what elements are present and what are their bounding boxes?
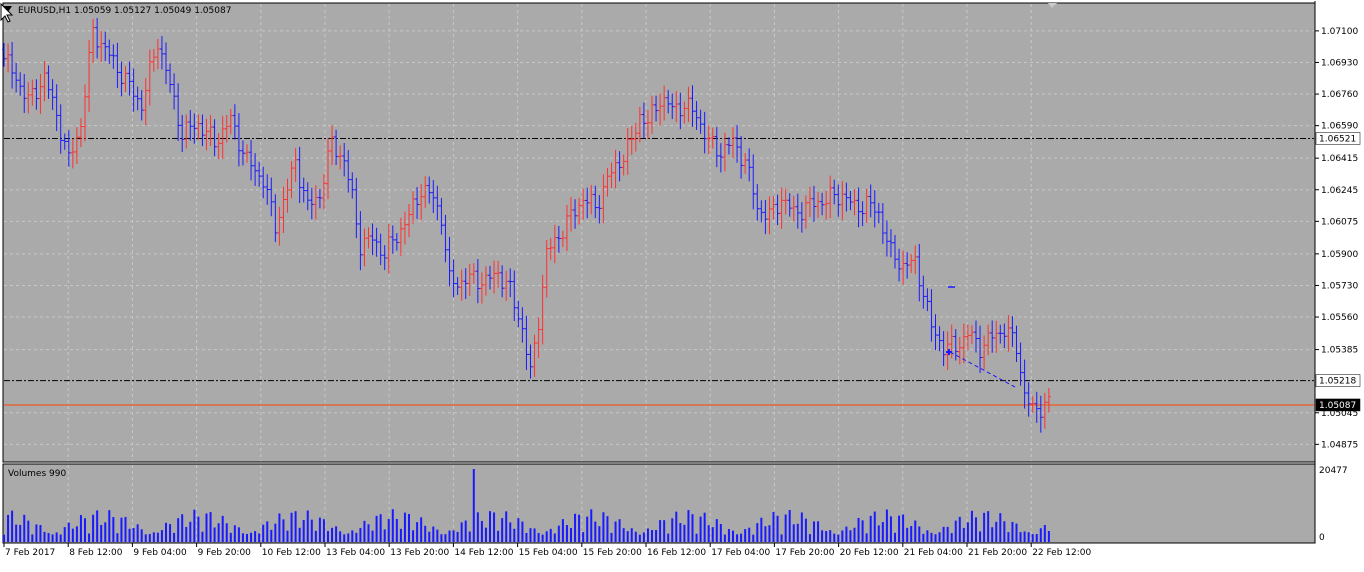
- x-tick-label: 7 Feb 2017: [5, 548, 55, 558]
- ohlc-bars: [2, 17, 1051, 433]
- x-tick-label: 21 Feb 04:00: [904, 548, 963, 558]
- volume-bars: [3, 469, 1050, 542]
- y-tick-label: 1.05045: [1321, 409, 1358, 419]
- symbol-header: EURUSD,H1 1.05059 1.05127 1.05049 1.0508…: [18, 6, 231, 16]
- y-tick-label: 1.06245: [1321, 186, 1358, 196]
- x-tick-label: 16 Feb 12:00: [647, 548, 706, 558]
- x-tick-label: 15 Feb 20:00: [583, 548, 642, 558]
- grid: [4, 4, 1314, 542]
- y-tick-label: 1.05900: [1321, 250, 1358, 260]
- volumes-header: Volumes 990: [8, 469, 66, 479]
- volume-tick-label: 20477: [1319, 466, 1348, 476]
- x-tick-label: 15 Feb 04:00: [519, 548, 578, 558]
- x-tick-label: 21 Feb 20:00: [968, 548, 1027, 558]
- price-axis: 1.07100 1.06930 1.06760 1.06590 1.06415 1.062…: [1314, 1, 1358, 543]
- y-tick-label: 1.06930: [1321, 58, 1358, 68]
- y-tick-label: 1.05560: [1321, 313, 1358, 323]
- y-tick-label: 1.06075: [1321, 217, 1358, 227]
- price-label-text: 1.06521: [1319, 134, 1356, 144]
- x-tick-label: 10 Feb 12:00: [262, 548, 321, 558]
- x-tick-label: 17 Feb 20:00: [775, 548, 834, 558]
- x-tick-label: 8 Feb 12:00: [69, 548, 123, 558]
- y-tick-label: 1.06590: [1321, 122, 1358, 132]
- x-tick-label: 14 Feb 12:00: [454, 548, 513, 558]
- time-axis: 7 Feb 2017 8 Feb 12:00 9 Feb 04:00 9 Feb 20…: [3, 543, 1092, 558]
- price-label-box: [1315, 132, 1361, 145]
- x-tick-label: 9 Feb 20:00: [198, 548, 252, 558]
- price-label-box: [1315, 374, 1361, 387]
- x-tick-label: 13 Feb 04:00: [326, 548, 385, 558]
- symbol-dropdown-icon[interactable]: [4, 6, 12, 12]
- y-tick-label: 1.07100: [1321, 27, 1358, 37]
- price-label-text: 1.05218: [1319, 377, 1356, 387]
- y-tick-label: 1.06760: [1321, 90, 1358, 100]
- x-tick-label: 9 Feb 04:00: [133, 548, 187, 558]
- cursor-arrow-icon: [0, 2, 14, 23]
- volume-tick-label: 0: [1319, 533, 1325, 543]
- price-label-text: 1.05087: [1319, 401, 1356, 411]
- x-tick-label: 20 Feb 12:00: [840, 548, 899, 558]
- y-tick-label: 1.04875: [1321, 440, 1358, 450]
- x-tick-label: 13 Feb 20:00: [390, 548, 449, 558]
- y-tick-label: 1.05730: [1321, 281, 1358, 291]
- y-tick-label: 1.06415: [1321, 154, 1358, 164]
- x-tick-label: 17 Feb 04:00: [711, 548, 770, 558]
- price-label-box: [1315, 398, 1361, 412]
- x-tick-label: 22 Feb 12:00: [1032, 548, 1091, 558]
- price-panel[interactable]: [2, 2, 1316, 463]
- volume-panel[interactable]: [2, 463, 1316, 544]
- drawn-objects[interactable]: [946, 286, 1016, 388]
- price-labels: 1.06521 1.05218 1.05087: [1315, 132, 1361, 412]
- y-tick-label: 1.05385: [1321, 346, 1358, 356]
- scroll-marker-icon[interactable]: [1048, 3, 1057, 8]
